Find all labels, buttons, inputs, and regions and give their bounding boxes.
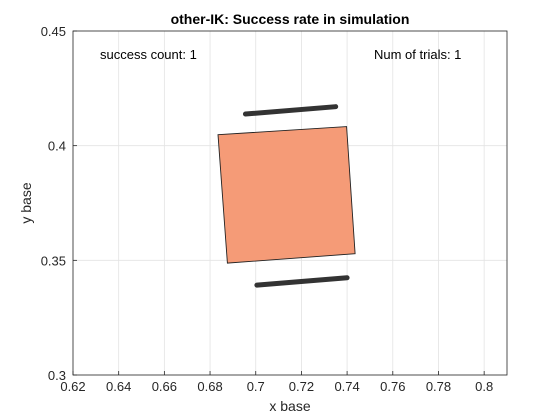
x-tick-label: 0.68 [197, 379, 222, 394]
axes-frame [72, 30, 508, 376]
num-trials-annotation: Num of trials: 1 [374, 47, 461, 62]
y-tick-label: 0.35 [41, 253, 66, 268]
y-tick-label: 0.45 [41, 24, 66, 39]
y-axis-label: y base [18, 182, 34, 223]
x-tick-label: 0.66 [152, 379, 177, 394]
x-tick-label: 0.62 [60, 379, 85, 394]
x-tick-label: 0.7 [247, 379, 265, 394]
chart-title: other-IK: Success rate in simulation [171, 11, 410, 27]
data-layer [217, 104, 356, 288]
gripper-finger [242, 104, 339, 117]
x-tick-label: 0.74 [334, 379, 359, 394]
y-tick-label: 0.3 [48, 368, 66, 383]
y-tick-label: 0.4 [48, 139, 66, 154]
success-count-annotation: success count: 1 [100, 47, 197, 62]
object-square [217, 126, 356, 264]
x-tick-label: 0.72 [289, 379, 314, 394]
gripper-finger [254, 275, 350, 288]
x-axis-label: x base [269, 398, 310, 414]
x-tick-label: 0.78 [426, 379, 451, 394]
ticks: 0.62 0.64 0.66 0.68 0.7 0.72 0.74 0.76 0.78 0.8 0.… [41, 24, 494, 394]
x-tick-label: 0.64 [106, 379, 131, 394]
x-tick-label: 0.8 [475, 379, 493, 394]
x-tick-label: 0.76 [380, 379, 405, 394]
